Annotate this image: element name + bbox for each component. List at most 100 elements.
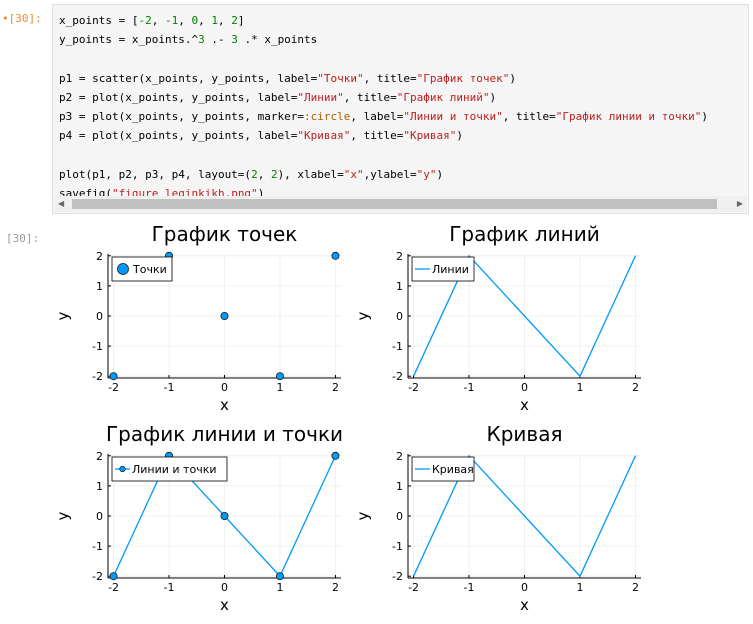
y-axis-label: y [354, 311, 372, 320]
code-token: -2 [138, 14, 152, 27]
code-token: "График линии и точки" [555, 110, 702, 124]
data-point [275, 572, 284, 581]
code-token: "Точки" [317, 71, 364, 85]
y-tick-label: 1 [96, 480, 103, 493]
x-tick-label: -1 [164, 581, 175, 594]
code-token: -1 [164, 14, 179, 27]
subplot-2: -2 -1 0 1 2 2 1 0 -1 -2 График линий x y Линии [354, 222, 641, 414]
code-token: 3 [198, 33, 205, 47]
code-token: , title= [363, 71, 417, 85]
code-token: "y" [416, 167, 437, 181]
y-tick-label: 2 [396, 450, 403, 463]
code-token: , [178, 14, 192, 27]
code-line: p4 = plot(x_points, y_points, label="Кри… [59, 126, 743, 145]
code-token: .* x_points [237, 33, 318, 47]
code-token: y_points = x_points.^ [59, 33, 199, 47]
code-token: 2 [231, 14, 238, 27]
code-line: p1 = scatter(x_points, y_points, label="… [59, 69, 743, 88]
scroll-left-icon[interactable]: ◀ [58, 199, 65, 208]
y-tick-label: 2 [96, 250, 103, 263]
x-tick-label: 1 [576, 581, 583, 594]
legend-marker [117, 263, 129, 275]
code-cell[interactable]: x_points = [-2, -1, 0, 1, 2] y_points = x… [52, 4, 749, 214]
y-tick-label: -2 [392, 570, 403, 583]
code-token: ) [257, 186, 265, 200]
horizontal-scrollbar[interactable]: ◀ ▶ [54, 196, 747, 212]
legend-box [111, 456, 228, 482]
code-token: 2 [251, 167, 258, 181]
y-axis-label: y [54, 311, 72, 320]
y-tick-label: 1 [396, 280, 403, 293]
x-axis-label: x [220, 596, 229, 614]
code-token: 0 [191, 14, 199, 27]
code-token: , title= [343, 90, 397, 104]
code-token: .- [204, 33, 232, 47]
y-axis-label: y [354, 511, 372, 520]
legend: Линии [411, 256, 475, 282]
code-token: 3 [231, 33, 238, 47]
scrollbar-thumb[interactable] [72, 199, 717, 209]
y-tick-label: -1 [92, 340, 103, 353]
legend-label: Линии и точки [132, 463, 216, 476]
y-tick-label: 2 [96, 450, 103, 463]
code-token: 2 [270, 167, 278, 181]
scroll-right-icon[interactable]: ▶ [736, 199, 743, 208]
output-figure: -2 -1 0 1 2 2 1 0 -1 -2 График точек x y Точки -2 -1 0 1 2… [54, 222, 641, 614]
y-tick-label: 1 [96, 280, 103, 293]
y-tick-label: -1 [392, 540, 403, 553]
code-token: p3 = plot(x_points, y_points, marker= [59, 110, 305, 124]
code-editor[interactable]: x_points = [-2, -1, 0, 1, 2] y_points = x… [59, 11, 743, 203]
y-tick-label: -2 [92, 370, 103, 383]
y-tick-label: -2 [92, 570, 103, 583]
y-tick-label: 0 [396, 310, 403, 323]
subplot-4: -2 -1 0 1 2 2 1 0 -1 -2 Кривая x y Кривая [354, 422, 641, 614]
legend-label: Точки [132, 263, 167, 276]
legend-label: Кривая [432, 463, 474, 476]
legend: Кривая [411, 456, 475, 482]
code-line [59, 49, 743, 68]
legend-label: Линии [432, 263, 469, 276]
y-axis-label: y [54, 511, 72, 520]
data-point [220, 511, 229, 520]
code-token: "Линии и точки" [403, 110, 503, 124]
code-token: p2 = plot(x_points, y_points, label= [59, 90, 298, 104]
code-token: , [257, 167, 271, 181]
code-token: ) [509, 71, 516, 85]
data-point [109, 372, 118, 381]
data-point [275, 372, 284, 381]
code-token: "Кривая" [403, 129, 457, 143]
chart-title: График точек [152, 222, 298, 246]
code-token: ), xlabel= [277, 167, 344, 181]
code-token: "График линий" [396, 90, 490, 104]
chart-title: График линий [449, 222, 600, 246]
code-line: y_points = x_points.^3 .- 3 .* x_points [59, 30, 743, 49]
input-prompt: •[30]: [2, 12, 42, 25]
code-token: , [151, 14, 165, 27]
x-tick-label: 1 [276, 381, 283, 394]
data-point [220, 312, 229, 321]
code-token: , title= [502, 110, 556, 124]
code-line: p3 = plot(x_points, y_points, marker=:ci… [59, 107, 743, 126]
code-token: , label= [350, 110, 404, 124]
data-point [331, 451, 340, 460]
legend: Точки [111, 256, 173, 282]
y-tick-label: -1 [92, 540, 103, 553]
x-tick-label: -1 [464, 581, 475, 594]
y-tick-label: 1 [396, 480, 403, 493]
x-tick-label: 2 [332, 581, 339, 594]
x-tick-label: 2 [332, 381, 339, 394]
x-tick-label: 2 [632, 381, 639, 394]
code-line: p2 = plot(x_points, y_points, label="Лин… [59, 88, 743, 107]
data-point [109, 572, 118, 581]
subplot-1: -2 -1 0 1 2 2 1 0 -1 -2 График точек x y Точки [54, 222, 341, 414]
code-token: ) [436, 167, 444, 181]
data-point [331, 251, 340, 260]
x-tick-label: -1 [164, 381, 175, 394]
code-token: ) [701, 110, 709, 124]
x-tick-label: 1 [576, 381, 583, 394]
code-token: ] [237, 14, 245, 27]
code-token: "График точек" [416, 71, 510, 85]
output-prompt: [30]: [6, 232, 40, 245]
code-line [59, 145, 743, 164]
x-tick-label: 0 [521, 581, 528, 594]
